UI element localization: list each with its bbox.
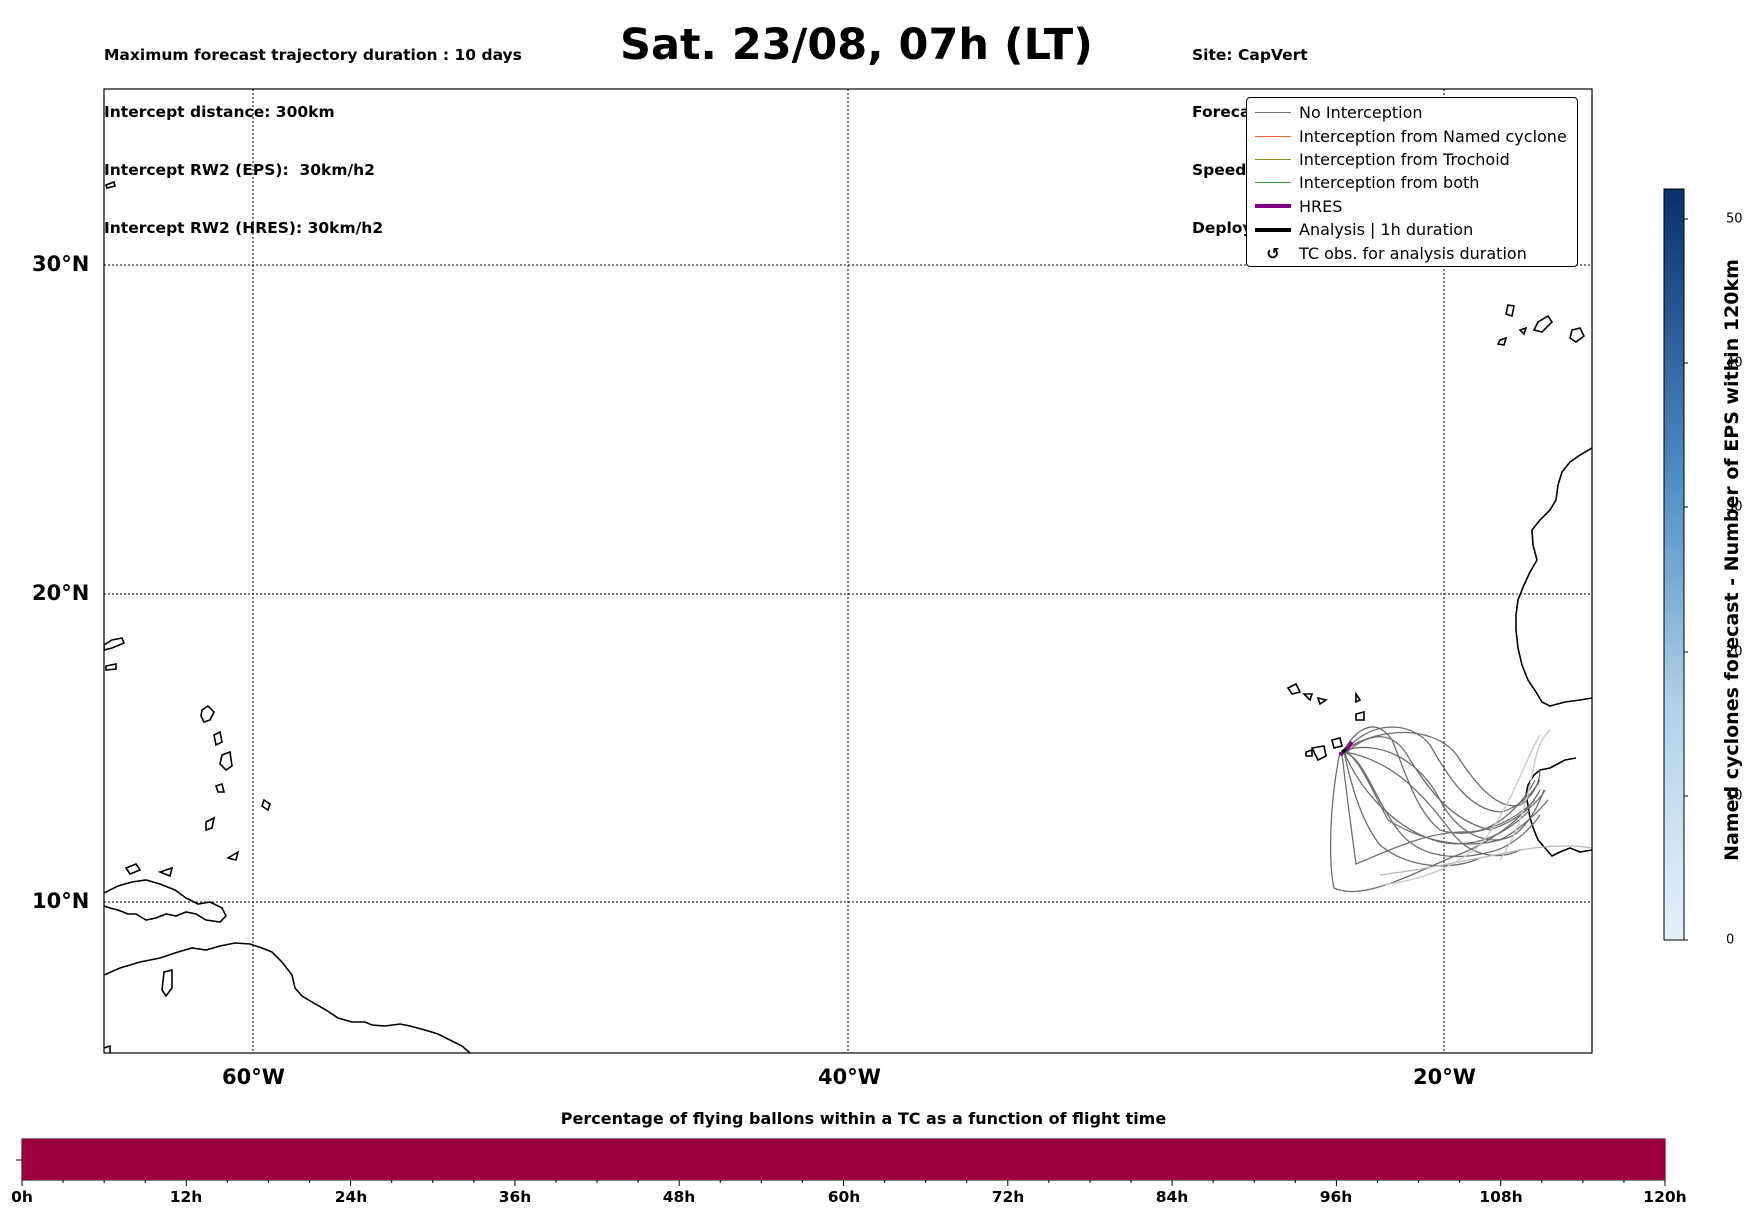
progress-tick-label: 12h: [169, 1188, 203, 1206]
legend-item-named-cyclone: Interception from Named cyclone: [1247, 124, 1577, 147]
progress-tick-label: 120h: [1643, 1188, 1687, 1206]
colorbar-tick-label: 40: [1726, 355, 1743, 371]
progress-tick-label: 0h: [11, 1188, 33, 1206]
legend-label: Analysis | 1h duration: [1299, 220, 1474, 240]
map-legend: No Interception Interception from Named …: [1246, 97, 1578, 267]
colorbar: [1663, 188, 1685, 941]
progress-tick-label: 48h: [662, 1188, 696, 1206]
header-left-line: Intercept RW2 (HRES): 30km/h2: [104, 219, 384, 238]
header-left-info: Maximum forecast trajectory duration : 1…: [104, 7, 522, 258]
progress-tick-label: 84h: [1155, 1188, 1189, 1206]
legend-item-both: Interception from both: [1247, 171, 1577, 194]
legend-label: Interception from both: [1299, 173, 1480, 193]
coastline-east: [1286, 304, 1592, 857]
legend-label: No Interception: [1299, 103, 1423, 123]
progress-bar-ticks: [21, 1180, 1666, 1186]
header-left-line: Intercept RW2 (EPS): 30km/h2: [104, 161, 375, 180]
progress-tick-label: 60h: [827, 1188, 861, 1206]
colorbar-ticks: [1684, 218, 1688, 941]
legend-item-trochoid: Interception from Trochoid: [1247, 148, 1577, 171]
map-frame: [103, 88, 1593, 1054]
legend-label: TC obs. for analysis duration: [1299, 243, 1527, 263]
analysis-trajectory: [1341, 747, 1347, 754]
legend-label: Interception from Trochoid: [1299, 149, 1510, 169]
legend-item-no-interception: No Interception: [1247, 101, 1577, 124]
progress-tick-label: 36h: [498, 1188, 532, 1206]
progress-title: Percentage of flying ballons within a TC…: [560, 1109, 1167, 1128]
progress-tick-label: 108h: [1479, 1188, 1523, 1206]
lat-label: 10°N: [32, 889, 90, 913]
cyclone-symbol-icon: ↺: [1266, 243, 1280, 263]
progress-tick-label: 24h: [334, 1188, 368, 1206]
header-left-line: Intercept distance: 300km: [104, 103, 335, 122]
legend-label: HRES: [1299, 196, 1343, 216]
colorbar-tick-label: 0: [1726, 932, 1735, 948]
lon-label: 40°W: [818, 1065, 881, 1089]
colorbar-tick-label: 10: [1726, 788, 1743, 804]
header-right-line: Site: CapVert: [1192, 45, 1308, 64]
legend-item-analysis: Analysis | 1h duration: [1247, 218, 1577, 241]
eps-trajectories: [1330, 726, 1592, 893]
legend-item-hres: HRES: [1247, 195, 1577, 218]
map-gridlines: [104, 89, 1592, 1053]
colorbar-tick-label: 30: [1726, 499, 1743, 515]
colorbar-tick-label: 20: [1726, 644, 1743, 660]
legend-label: Interception from Named cyclone: [1299, 126, 1567, 146]
progress-bar-fill: [22, 1139, 1665, 1180]
legend-item-tc-obs: ↺ TC obs. for analysis duration: [1247, 241, 1577, 264]
lat-label: 30°N: [32, 252, 90, 276]
progress-tick-label: 72h: [991, 1188, 1025, 1206]
lat-label: 20°N: [32, 581, 90, 605]
colorbar-tick-label: 50: [1726, 211, 1743, 227]
page-title: Sat. 23/08, 07h (LT): [620, 20, 1093, 70]
lon-label: 60°W: [222, 1065, 285, 1089]
progress-tick-label: 96h: [1319, 1188, 1353, 1206]
header-left-line: Maximum forecast trajectory duration : 1…: [104, 45, 522, 64]
coastline-west: [104, 180, 471, 1053]
colorbar-label: Named cyclones forecast - Number of EPS …: [1721, 259, 1743, 861]
lon-label: 20°W: [1413, 1065, 1476, 1089]
